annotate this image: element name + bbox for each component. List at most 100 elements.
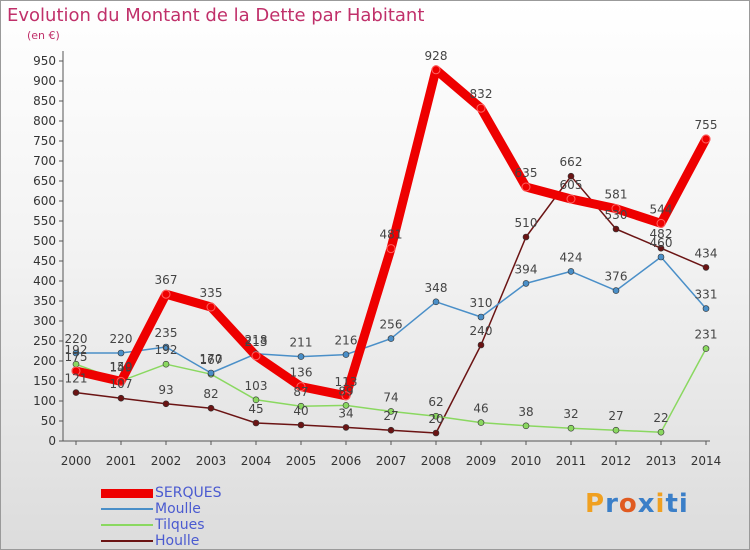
data-point-tilques — [657, 428, 665, 436]
x-tick-label: 2012 — [601, 454, 632, 468]
data-label: 310 — [470, 296, 493, 310]
data-label: 434 — [695, 246, 718, 260]
data-point-houlle — [612, 225, 620, 233]
data-point-serques — [566, 194, 576, 204]
data-label: 192 — [65, 343, 88, 357]
y-tick-label: 600 — [33, 194, 56, 208]
legend-item-tilques: Tilques — [101, 517, 261, 533]
logo-letter: r — [605, 489, 619, 519]
data-label: 335 — [200, 286, 223, 300]
proxiti-logo: Proxiti — [585, 489, 689, 519]
data-point-moulle — [342, 351, 350, 358]
y-tick-label: 50 — [41, 414, 56, 428]
data-point-serques — [476, 103, 486, 113]
data-point-moulle — [387, 335, 395, 342]
data-label: 482 — [650, 227, 673, 241]
legend-item-houlle: Houlle — [101, 533, 261, 549]
y-tick-label: 850 — [33, 94, 56, 108]
data-point-houlle — [252, 419, 260, 427]
data-point-tilques — [567, 424, 575, 432]
data-label: 376 — [605, 270, 628, 284]
data-label: 460 — [650, 236, 673, 250]
y-tick-label: 300 — [33, 314, 56, 328]
data-point-moulle — [297, 353, 305, 360]
data-label: 213 — [245, 335, 268, 349]
data-label: 544 — [650, 202, 673, 216]
data-point-houlle — [657, 244, 665, 252]
data-label: 235 — [155, 326, 178, 340]
data-point-serques — [161, 289, 171, 299]
data-label: 45 — [248, 402, 263, 416]
legend-label: Moulle — [155, 501, 201, 517]
data-label: 220 — [110, 332, 133, 346]
data-label: 150 — [110, 360, 133, 374]
data-point-serques — [71, 366, 81, 376]
data-label: 240 — [470, 324, 493, 338]
y-tick-label: 400 — [33, 274, 56, 288]
data-label: 510 — [515, 216, 538, 230]
data-label: 20 — [428, 412, 443, 426]
data-point-tilques — [162, 360, 170, 368]
data-label: 170 — [200, 352, 223, 366]
y-tick-label: 550 — [33, 214, 56, 228]
legend-swatch — [101, 489, 153, 498]
data-label: 136 — [290, 366, 313, 380]
data-point-houlle — [117, 394, 125, 402]
y-tick-label: 350 — [33, 294, 56, 308]
legend-label: Houlle — [155, 533, 200, 549]
data-point-serques — [386, 244, 396, 254]
data-point-houlle — [297, 421, 305, 429]
data-label: 581 — [605, 188, 628, 202]
data-label: 394 — [515, 262, 538, 276]
data-point-tilques — [477, 419, 485, 426]
y-tick-label: 650 — [33, 174, 56, 188]
data-point-tilques — [432, 412, 440, 420]
y-tick-label: 700 — [33, 154, 56, 168]
y-tick-label: 250 — [33, 334, 56, 348]
data-label: 40 — [293, 404, 308, 418]
data-point-tilques — [387, 408, 395, 415]
y-tick-label: 150 — [33, 374, 56, 388]
data-label: 367 — [155, 273, 178, 287]
legend-item-moulle: Moulle — [101, 501, 261, 517]
data-label: 27 — [383, 409, 398, 423]
data-label: 167 — [200, 353, 223, 367]
data-point-houlle — [342, 424, 350, 431]
y-tick-label: 0 — [48, 434, 56, 448]
data-label: 211 — [290, 336, 313, 350]
data-point-houlle — [432, 429, 440, 437]
data-label: 74 — [383, 390, 398, 404]
data-label: 38 — [518, 405, 533, 419]
data-point-serques — [701, 134, 711, 144]
y-tick-label: 100 — [33, 394, 56, 408]
data-point-serques — [656, 218, 666, 228]
x-tick-label: 2007 — [376, 454, 407, 468]
data-label: 46 — [473, 402, 488, 416]
data-label: 103 — [245, 379, 268, 393]
x-tick-label: 2008 — [421, 454, 452, 468]
data-label: 220 — [65, 332, 88, 346]
data-point-serques — [521, 182, 531, 192]
legend-label: SERQUES — [155, 485, 222, 501]
data-label: 107 — [110, 377, 133, 391]
data-label: 113 — [335, 375, 358, 389]
data-point-serques — [116, 376, 126, 386]
data-label: 175 — [65, 350, 88, 364]
legend-swatch — [101, 524, 153, 526]
data-label: 481 — [380, 228, 403, 242]
data-point-serques — [296, 382, 306, 392]
data-point-moulle — [612, 287, 620, 294]
data-point-tilques — [612, 426, 620, 434]
data-point-moulle — [702, 305, 710, 312]
x-tick-label: 2006 — [331, 454, 362, 468]
chart-title: Evolution du Montant de la Dette par Hab… — [7, 5, 425, 26]
y-tick-label: 750 — [33, 134, 56, 148]
data-point-tilques — [522, 422, 530, 430]
data-label: 662 — [560, 155, 583, 169]
data-point-serques — [431, 65, 441, 75]
data-point-moulle — [117, 349, 125, 357]
data-point-moulle — [162, 343, 170, 351]
y-tick-label: 500 — [33, 234, 56, 248]
data-point-houlle — [387, 426, 395, 434]
